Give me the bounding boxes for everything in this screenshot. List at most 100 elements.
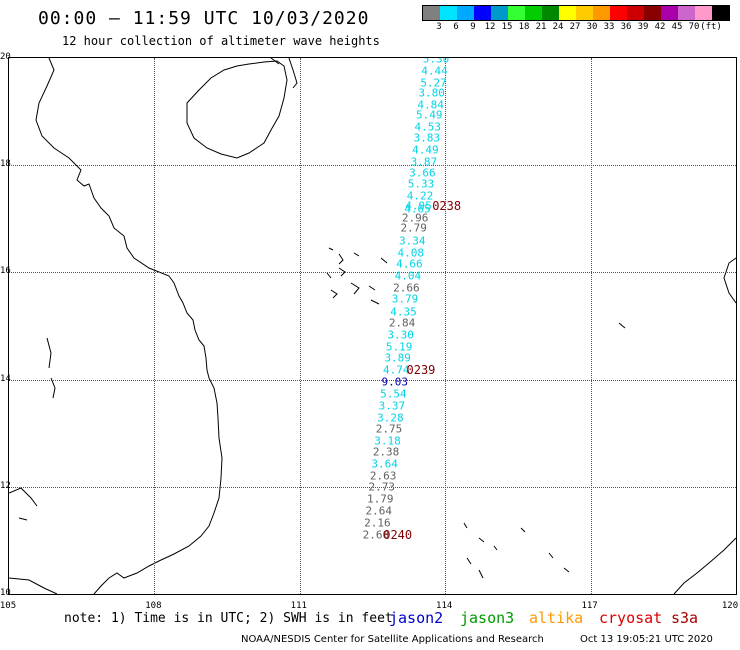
- lon-tick-label: 111: [290, 601, 307, 611]
- map-panel[interactable]: 5.30 4.44 5.27 3.80 4.84 5.49 4.53 3.83 4.49 3.87…: [8, 57, 737, 595]
- wave-height-value: 4.53: [414, 120, 442, 134]
- wave-height-value: 2.60: [362, 528, 390, 541]
- color-swatch: [474, 6, 491, 20]
- color-scale-label: 12: [484, 22, 496, 32]
- color-swatch: [627, 6, 644, 20]
- wave-height-value: 2.84: [388, 316, 416, 330]
- island-cluster-paracel: [326, 247, 388, 305]
- wave-height-value: 3.64: [371, 457, 398, 471]
- lon-tick-label: 114: [436, 601, 453, 611]
- color-swatch: [610, 6, 627, 20]
- pass-time-label: 0240: [383, 527, 413, 542]
- color-scale-label: 3: [436, 22, 442, 32]
- wave-height-value: 5.19: [385, 340, 413, 354]
- lat-tick-label: 16: [0, 266, 11, 277]
- mission-jason2: jason2: [389, 609, 444, 627]
- color-scale-label: 70: [688, 22, 700, 32]
- lat-tick-label: 12: [0, 480, 11, 491]
- wave-height-value: 3.87: [410, 155, 438, 169]
- wave-height-value: 2.75: [375, 422, 403, 436]
- grid-line-lat: [9, 272, 736, 274]
- wave-height-value: 2.64: [365, 504, 393, 518]
- grid-line-lat: [9, 165, 736, 167]
- color-swatch: [559, 6, 576, 20]
- lon-tick-label: 108: [145, 601, 162, 611]
- wave-height-value: 4.08: [397, 246, 425, 260]
- color-scale-bar: [422, 5, 730, 21]
- wave-height-value: 2.16: [364, 516, 391, 530]
- coastline-vietnam: [35, 58, 223, 594]
- grid-line-lon: [154, 58, 156, 594]
- lat-tick-label: 18: [0, 159, 11, 170]
- color-swatch: [576, 6, 593, 20]
- wave-height-value: 2.63: [369, 469, 397, 483]
- wave-height-value: 3.37: [378, 399, 406, 413]
- lat-tick-label: 14: [0, 373, 11, 384]
- wave-height-value: 5.27: [420, 76, 447, 90]
- wave-height-value: 1.79: [367, 492, 394, 506]
- coastline-palawan: [673, 537, 736, 594]
- wave-height-value: 5.54: [380, 387, 407, 401]
- color-scale-label: 6: [453, 22, 459, 32]
- wave-height-value: 5.33: [407, 177, 435, 191]
- color-swatch: [678, 6, 695, 20]
- wave-height-value: 4.49: [412, 143, 439, 157]
- color-scale-label: 36: [620, 22, 632, 32]
- color-scale-label: 39: [637, 22, 649, 32]
- color-swatch: [644, 6, 661, 20]
- color-swatch: [457, 6, 474, 20]
- mission-altika: altika: [529, 609, 584, 627]
- wave-height-value: 3.83: [413, 131, 441, 145]
- lon-tick-label: 117: [581, 601, 598, 611]
- pass-time-label: 0238: [432, 198, 462, 213]
- coastline: [9, 58, 736, 594]
- wave-height-value: 4.65: [404, 202, 431, 216]
- wave-height-value: 3.34: [398, 234, 426, 248]
- wave-height-value: 3.66: [409, 166, 436, 180]
- color-scale-label: 24: [552, 22, 564, 32]
- wave-height-value: 3.89: [384, 351, 411, 365]
- wave-height-value: 2.66: [393, 281, 420, 295]
- footer-credit: NOAA/NESDIS Center for Satellite Applica…: [241, 634, 544, 645]
- pass-time-label: 0239: [406, 362, 436, 377]
- color-swatch: [712, 6, 729, 20]
- lon-tick-label: 105: [0, 601, 17, 611]
- color-swatch: [440, 6, 457, 20]
- color-swatch: [593, 6, 610, 20]
- color-swatch: [423, 6, 440, 20]
- color-scale-label: 15: [501, 22, 513, 32]
- wave-height-value: 3.79: [391, 292, 419, 306]
- wave-height-value: 2.73: [368, 480, 395, 494]
- island-cluster-spratly: [463, 322, 626, 579]
- wave-height-value: 4.04: [394, 269, 422, 283]
- mission-cryosat: cryosat: [599, 609, 663, 627]
- wave-height-value: 4.74: [382, 363, 410, 377]
- color-scale-label: 45: [671, 22, 683, 32]
- grid-line-lat: [9, 379, 736, 381]
- wave-height-value: 3.18: [374, 434, 401, 448]
- mission-s3a: s3a: [671, 609, 699, 627]
- color-scale-label: 9: [470, 22, 476, 32]
- wave-height-value: 3.28: [377, 411, 404, 425]
- grid-line-lon: [445, 58, 447, 594]
- color-swatch: [661, 6, 678, 20]
- wave-height-value: 2.79: [400, 221, 427, 235]
- color-scale-label: 42: [654, 22, 666, 32]
- footer-timestamp: Oct 13 19:05:21 UTC 2020: [580, 634, 713, 645]
- wave-height-value: 5.49: [415, 108, 443, 122]
- color-scale-label: 18: [518, 22, 530, 32]
- wave-height-value: 3.80: [418, 86, 445, 100]
- coastline-cambodia-fragment: [46, 337, 56, 399]
- color-scale-label: (ft): [700, 22, 722, 32]
- grid-line-lon: [590, 58, 592, 594]
- color-scale-label: 33: [603, 22, 615, 32]
- wave-height-value: 4.84: [417, 98, 444, 112]
- color-swatch: [525, 6, 542, 20]
- map-title: 00:00 – 11:59 UTC 10/03/2020: [38, 8, 370, 29]
- color-scale-label: 30: [586, 22, 598, 32]
- wave-height-value: 2.38: [372, 445, 400, 459]
- wave-height-value: 9.03: [381, 375, 409, 389]
- color-swatch: [508, 6, 525, 20]
- mission-jason3: jason3: [460, 609, 515, 627]
- color-scale-label: 27: [569, 22, 581, 32]
